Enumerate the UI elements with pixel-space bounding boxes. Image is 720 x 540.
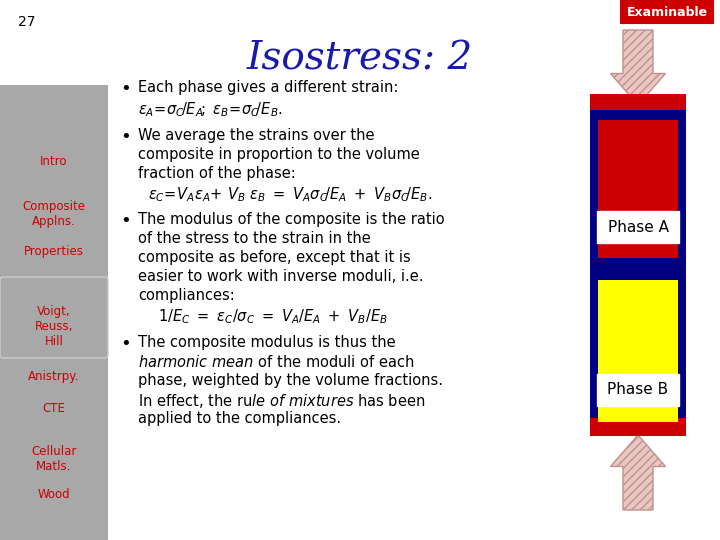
Text: compliances:: compliances: <box>138 288 235 303</box>
Text: •: • <box>120 212 131 230</box>
Text: of the stress to the strain in the: of the stress to the strain in the <box>138 231 371 246</box>
Text: We average the strains over the: We average the strains over the <box>138 128 374 143</box>
Polygon shape <box>611 435 665 510</box>
FancyBboxPatch shape <box>597 374 679 406</box>
Polygon shape <box>611 30 665 105</box>
Text: applied to the compliances.: applied to the compliances. <box>138 411 341 426</box>
Text: The composite modulus is thus the: The composite modulus is thus the <box>138 335 395 350</box>
Text: $\varepsilon_A\!=\!\sigma_C\!/E_A\!;\ \varepsilon_B\!=\!\sigma_C\!/E_B.$: $\varepsilon_A\!=\!\sigma_C\!/E_A\!;\ \v… <box>138 100 283 119</box>
Text: $\it{harmonic\ mean}$ of the moduli of each: $\it{harmonic\ mean}$ of the moduli of e… <box>138 354 415 370</box>
Text: composite as before, except that it is: composite as before, except that it is <box>138 250 410 265</box>
Bar <box>598 120 678 262</box>
FancyBboxPatch shape <box>621 1 713 23</box>
Bar <box>590 94 686 112</box>
Text: CTE: CTE <box>42 402 66 415</box>
Text: Cellular
Matls.: Cellular Matls. <box>31 445 77 473</box>
Text: $\varepsilon_C\!=\!V_A\varepsilon_A\!+\!\ V_B\ \varepsilon_B\ =\ V_A\sigma_C\!/E: $\varepsilon_C\!=\!V_A\varepsilon_A\!+\!… <box>148 185 432 204</box>
Text: phase, weighted by the volume fractions.: phase, weighted by the volume fractions. <box>138 373 443 388</box>
Text: Phase B: Phase B <box>608 382 669 397</box>
Text: In effect, the ru$\it{le\ of\ mixtures}$ has been: In effect, the ru$\it{le\ of\ mixtures}$… <box>138 392 426 410</box>
Text: Intro: Intro <box>40 155 68 168</box>
Text: $1/E_C\ =\ \varepsilon_C/\sigma_C\ =\ V_A/E_A\ +\ V_B/E_B$: $1/E_C\ =\ \varepsilon_C/\sigma_C\ =\ V_… <box>158 307 388 326</box>
Text: Examinable: Examinable <box>626 5 708 18</box>
Text: Wood: Wood <box>37 488 71 501</box>
Text: Properties: Properties <box>24 245 84 258</box>
Text: •: • <box>120 80 131 98</box>
Text: Anistrpy.: Anistrpy. <box>28 370 80 383</box>
Text: •: • <box>120 128 131 146</box>
Text: easier to work with inverse moduli, i.e.: easier to work with inverse moduli, i.e. <box>138 269 423 284</box>
Bar <box>0 85 108 540</box>
Bar <box>590 110 686 430</box>
Bar <box>590 258 686 270</box>
Text: fraction of the phase:: fraction of the phase: <box>138 166 296 181</box>
Text: Voigt,
Reuss,
Hill: Voigt, Reuss, Hill <box>35 305 73 348</box>
Text: composite in proportion to the volume: composite in proportion to the volume <box>138 147 420 162</box>
Text: Composite
Applns.: Composite Applns. <box>22 200 86 228</box>
Text: Each phase gives a different strain:: Each phase gives a different strain: <box>138 80 398 95</box>
FancyBboxPatch shape <box>597 211 679 243</box>
Bar <box>598 280 678 422</box>
Bar <box>590 418 686 436</box>
Text: The modulus of the composite is the ratio: The modulus of the composite is the rati… <box>138 212 445 227</box>
Text: 27: 27 <box>18 15 35 29</box>
Text: •: • <box>120 335 131 353</box>
FancyBboxPatch shape <box>0 277 108 358</box>
Text: Phase A: Phase A <box>608 219 668 234</box>
Text: Isostress: 2: Isostress: 2 <box>247 40 473 77</box>
